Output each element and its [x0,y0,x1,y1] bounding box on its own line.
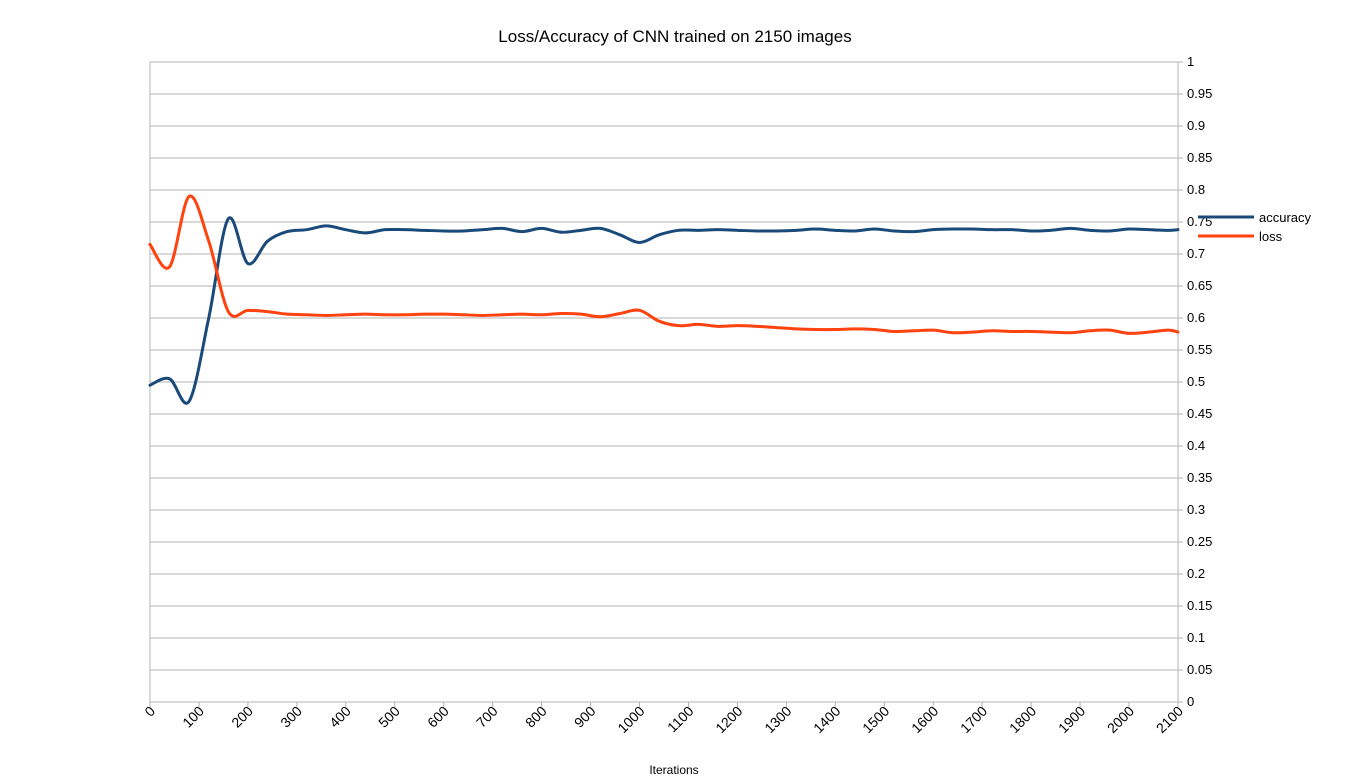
legend-label-loss: loss [1259,229,1283,244]
y-tick-label: 0.25 [1187,534,1212,549]
chart-title: Loss/Accuracy of CNN trained on 2150 ima… [498,27,851,46]
gridlines [150,61,1178,703]
legend-label-accuracy: accuracy [1259,210,1312,225]
y-tick-label: 0.7 [1187,246,1205,261]
x-tick-label: 1700 [957,703,990,736]
y-tick-label: 0.6 [1187,310,1205,325]
series-line-accuracy [148,216,1180,405]
x-axis-ticks: 0 100 200 300 400 500 600 700 800 900 1000 1100 1200… [141,702,1186,736]
x-tick-label: 800 [522,703,550,731]
x-tick-label: 2100 [1153,703,1186,736]
x-tick-label: 600 [424,703,452,731]
x-tick-label: 1600 [908,703,941,736]
y-tick-label: 0.65 [1187,278,1212,293]
x-tick-label: 1200 [712,703,745,736]
series-lines [148,194,1180,405]
y-tick-label: 0.4 [1187,438,1205,453]
x-tick-label: 2000 [1104,703,1137,736]
x-tick-label: 1000 [614,703,647,736]
y-tick-label: 0 [1187,694,1194,709]
y-tick-label: 0.85 [1187,150,1212,165]
x-tick-label: 1800 [1006,703,1039,736]
y-tick-label: 0.5 [1187,374,1205,389]
x-tick-label: 1900 [1055,703,1088,736]
y-tick-label: 1 [1187,54,1194,69]
x-tick-label: 1100 [664,703,697,736]
y-axis-ticks: 0 0.05 0.1 0.15 0.2 0.25 0.3 0.35 0.4 0.45 0.5 0.55… [1178,54,1212,709]
y-tick-label: 0.15 [1187,598,1212,613]
y-tick-label: 0.05 [1187,662,1212,677]
x-tick-label: 100 [179,703,207,731]
y-tick-label: 0.35 [1187,470,1212,485]
x-tick-label: 300 [277,703,305,731]
y-tick-label: 0.45 [1187,406,1212,421]
x-tick-label: 1500 [859,703,892,736]
y-tick-label: 0.55 [1187,342,1212,357]
x-tick-label: 700 [473,703,501,731]
y-tick-label: 0.9 [1187,118,1205,133]
x-axis-title: Iterations [649,763,698,777]
legend: accuracy loss [1198,210,1312,244]
x-tick-label: 1400 [810,703,843,736]
y-tick-label: 0.95 [1187,86,1212,101]
y-tick-label: 0.1 [1187,630,1205,645]
y-tick-label: 0.3 [1187,502,1205,517]
x-tick-label: 200 [228,703,256,731]
y-tick-label: 0.8 [1187,182,1205,197]
y-tick-label: 0.2 [1187,566,1205,581]
series-line-loss [148,194,1180,335]
x-tick-label: 900 [571,703,599,731]
x-tick-label: 1300 [761,703,794,736]
x-tick-label: 400 [326,703,354,731]
x-tick-label: 500 [375,703,403,731]
